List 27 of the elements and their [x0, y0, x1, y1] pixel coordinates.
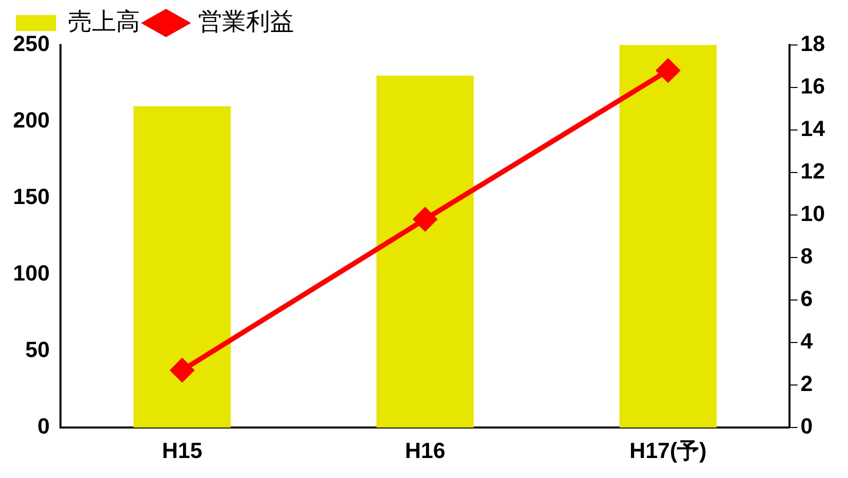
- x-tick-label: H17(予): [630, 438, 707, 463]
- x-tick-label: H15: [162, 438, 202, 463]
- bar: [619, 45, 717, 428]
- legend-label: 営業利益: [198, 8, 294, 36]
- y-tick-label: 250: [12, 31, 50, 56]
- y2-tick-label: 6: [800, 286, 813, 312]
- y2-tick-label: 12: [800, 158, 826, 184]
- legend-label: 売上高: [68, 8, 140, 36]
- y-tick-label: 150: [12, 184, 50, 210]
- y2-tick-label: 16: [800, 74, 826, 99]
- point: [170, 358, 194, 382]
- point: [656, 59, 680, 82]
- y-tick-label: 100: [12, 260, 50, 286]
- bar: [134, 106, 231, 428]
- y2-tick-label: 0: [800, 414, 813, 439]
- y2-tick-label: 10: [800, 201, 826, 226]
- y2-tick-label: 2: [800, 371, 813, 396]
- y-tick-label: 200: [12, 108, 50, 133]
- y-tick-label: 0: [37, 414, 50, 439]
- y-tick-label: 50: [25, 337, 50, 362]
- y2-tick-label: 18: [800, 31, 826, 56]
- y2-tick-label: 4: [800, 328, 814, 354]
- point: [414, 208, 437, 231]
- x-tick-label: H16: [404, 438, 446, 463]
- y2-tick-label: 14: [800, 116, 826, 142]
- bar: [376, 76, 474, 428]
- y2-tick-label: 8: [800, 244, 813, 269]
